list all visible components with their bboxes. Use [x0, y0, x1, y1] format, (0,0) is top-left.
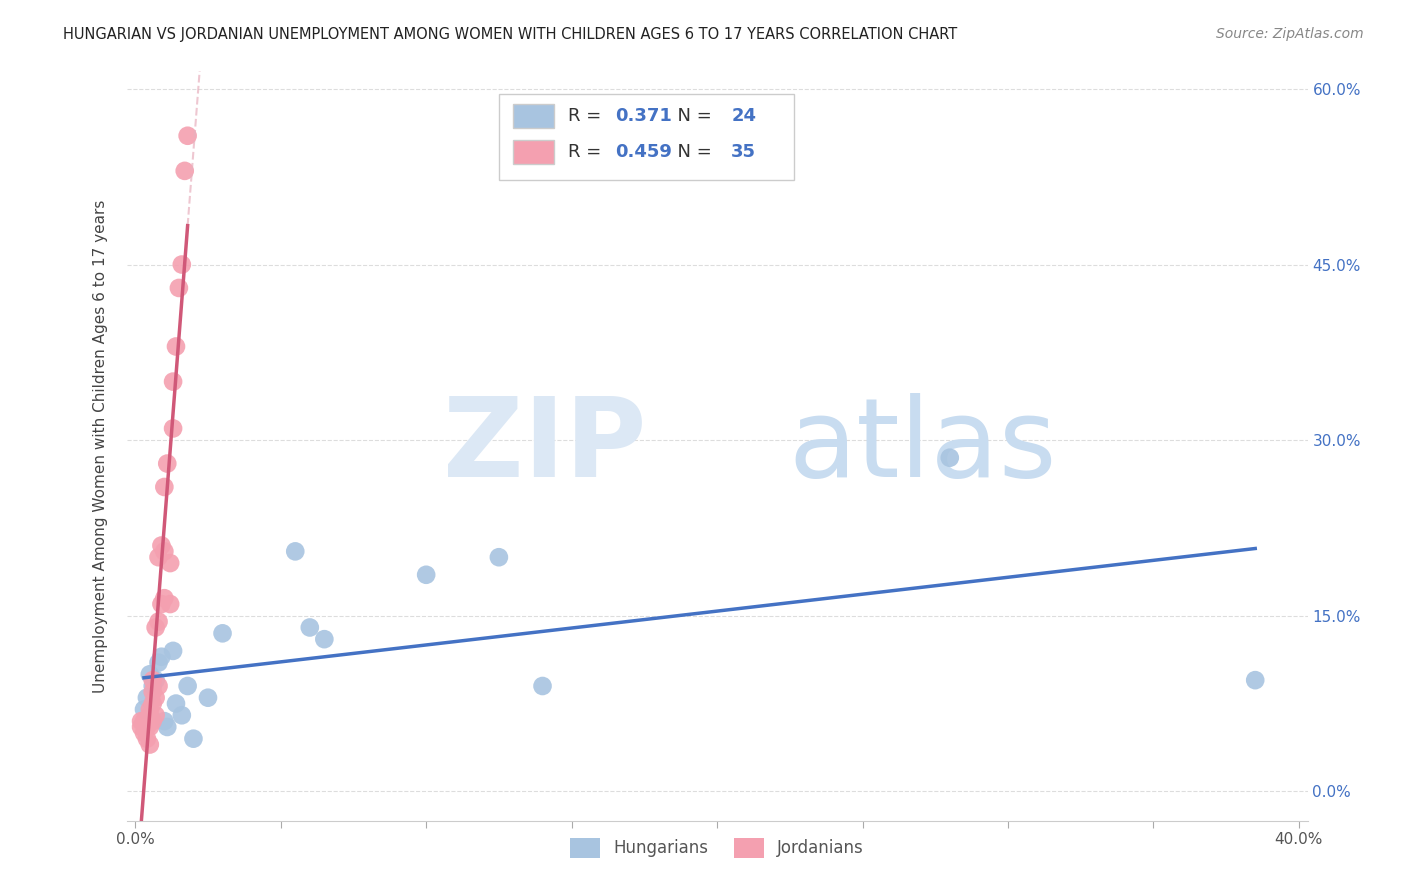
- Text: 35: 35: [731, 144, 756, 161]
- Point: [142, 697, 165, 711]
- Point: [139, 720, 162, 734]
- Point: [150, 649, 173, 664]
- Text: HUNGARIAN VS JORDANIAN UNEMPLOYMENT AMONG WOMEN WITH CHILDREN AGES 6 TO 17 YEARS: HUNGARIAN VS JORDANIAN UNEMPLOYMENT AMON…: [63, 27, 957, 42]
- FancyBboxPatch shape: [513, 140, 554, 164]
- Point: [197, 690, 219, 705]
- Point: [142, 673, 165, 688]
- Text: N =: N =: [666, 107, 718, 125]
- Text: atlas: atlas: [787, 392, 1056, 500]
- Point: [139, 738, 162, 752]
- Point: [132, 702, 155, 716]
- Point: [135, 731, 157, 746]
- Point: [167, 281, 190, 295]
- Point: [148, 679, 170, 693]
- Point: [488, 550, 510, 565]
- Point: [939, 450, 962, 465]
- Point: [135, 720, 157, 734]
- Point: [145, 620, 167, 634]
- Point: [183, 731, 205, 746]
- Text: N =: N =: [666, 144, 718, 161]
- Point: [153, 714, 176, 728]
- Point: [176, 128, 198, 143]
- Point: [129, 714, 152, 728]
- Point: [148, 615, 170, 629]
- FancyBboxPatch shape: [499, 94, 794, 180]
- Text: R =: R =: [568, 144, 607, 161]
- Point: [159, 556, 181, 570]
- Point: [148, 550, 170, 565]
- Point: [142, 679, 165, 693]
- Point: [132, 726, 155, 740]
- Point: [162, 644, 184, 658]
- Text: Source: ZipAtlas.com: Source: ZipAtlas.com: [1216, 27, 1364, 41]
- Point: [165, 697, 187, 711]
- Point: [170, 708, 193, 723]
- Point: [139, 702, 162, 716]
- Point: [145, 708, 167, 723]
- Point: [153, 480, 176, 494]
- Point: [145, 673, 167, 688]
- Y-axis label: Unemployment Among Women with Children Ages 6 to 17 years: Unemployment Among Women with Children A…: [93, 199, 108, 693]
- Point: [162, 375, 184, 389]
- Point: [139, 667, 162, 681]
- Point: [314, 632, 336, 647]
- Point: [159, 597, 181, 611]
- Point: [129, 720, 152, 734]
- Point: [176, 679, 198, 693]
- Point: [298, 620, 321, 634]
- Point: [165, 339, 187, 353]
- Point: [153, 591, 176, 606]
- Text: 0.371: 0.371: [616, 107, 672, 125]
- FancyBboxPatch shape: [513, 104, 554, 128]
- Text: 24: 24: [731, 107, 756, 125]
- Point: [284, 544, 307, 558]
- Point: [162, 421, 184, 435]
- Point: [148, 656, 170, 670]
- Point: [531, 679, 554, 693]
- Point: [415, 567, 437, 582]
- Point: [145, 690, 167, 705]
- Point: [1244, 673, 1267, 688]
- Point: [173, 164, 195, 178]
- Point: [156, 457, 179, 471]
- Point: [153, 544, 176, 558]
- Point: [139, 708, 162, 723]
- Point: [135, 690, 157, 705]
- Text: 0.459: 0.459: [616, 144, 672, 161]
- Legend: Hungarians, Jordanians: Hungarians, Jordanians: [564, 831, 870, 864]
- Point: [132, 714, 155, 728]
- Point: [142, 714, 165, 728]
- Point: [150, 539, 173, 553]
- Text: ZIP: ZIP: [443, 392, 647, 500]
- Point: [150, 597, 173, 611]
- Text: R =: R =: [568, 107, 607, 125]
- Point: [211, 626, 233, 640]
- Point: [170, 258, 193, 272]
- Point: [156, 720, 179, 734]
- Point: [142, 685, 165, 699]
